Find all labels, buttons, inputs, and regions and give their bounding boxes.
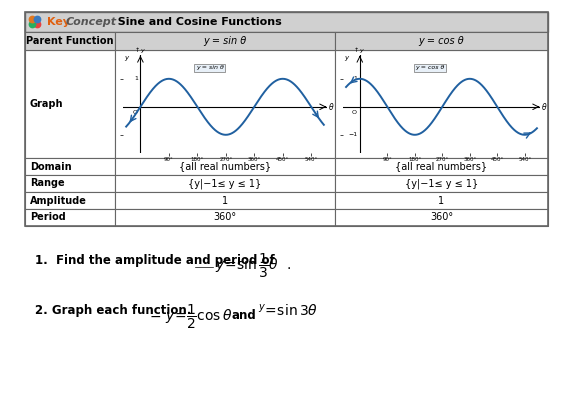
Text: Concept: Concept bbox=[66, 17, 117, 27]
Circle shape bbox=[34, 17, 41, 23]
Text: Range: Range bbox=[30, 179, 64, 189]
Bar bbox=[115, 32, 335, 50]
Text: Period: Period bbox=[30, 212, 66, 222]
Circle shape bbox=[34, 21, 41, 28]
Text: Sine and Cosine Functions: Sine and Cosine Functions bbox=[110, 17, 282, 27]
Text: y = cos θ: y = cos θ bbox=[415, 65, 445, 71]
Text: Parent Function: Parent Function bbox=[26, 36, 114, 46]
Bar bbox=[335, 50, 548, 158]
Bar bbox=[335, 175, 548, 192]
Text: 1: 1 bbox=[354, 76, 357, 81]
Text: y = sin θ: y = sin θ bbox=[196, 65, 224, 71]
Text: O: O bbox=[132, 110, 137, 115]
Text: 360°: 360° bbox=[214, 212, 237, 222]
Text: $\uparrow$y: $\uparrow$y bbox=[352, 45, 366, 55]
Text: {y|−1≤ y ≤ 1}: {y|−1≤ y ≤ 1} bbox=[405, 178, 478, 189]
Bar bbox=[335, 192, 548, 209]
Circle shape bbox=[29, 17, 36, 23]
Text: −1: −1 bbox=[348, 132, 357, 137]
Text: 1: 1 bbox=[222, 195, 228, 206]
Bar bbox=[25, 209, 115, 226]
Text: y: y bbox=[344, 55, 348, 61]
Text: $^y\!=\!\sin 3\theta$: $^y\!=\!\sin 3\theta$ bbox=[258, 303, 318, 319]
Text: y = cos θ: y = cos θ bbox=[419, 36, 464, 46]
Bar bbox=[25, 158, 115, 175]
Text: $\theta$: $\theta$ bbox=[541, 101, 547, 112]
Bar bbox=[115, 50, 335, 158]
Bar bbox=[115, 209, 335, 226]
Text: Key: Key bbox=[47, 17, 70, 27]
Text: Domain: Domain bbox=[30, 162, 72, 172]
Text: y = sin θ: y = sin θ bbox=[203, 36, 247, 46]
Text: 1.  Find the amplitude and period of: 1. Find the amplitude and period of bbox=[35, 254, 275, 267]
Bar bbox=[25, 32, 115, 50]
Bar bbox=[115, 158, 335, 175]
Text: O: O bbox=[352, 110, 357, 115]
Text: $y\!=\!\sin\dfrac{1}{3}\theta$  .: $y\!=\!\sin\dfrac{1}{3}\theta$ . bbox=[215, 252, 291, 280]
Text: 1: 1 bbox=[134, 76, 138, 81]
Circle shape bbox=[29, 21, 36, 28]
Bar bbox=[115, 192, 335, 209]
Text: {y|−1≤ y ≤ 1}: {y|−1≤ y ≤ 1} bbox=[188, 178, 262, 189]
Text: $y\!=\!\dfrac{1}{2}\cos\theta$: $y\!=\!\dfrac{1}{2}\cos\theta$ bbox=[165, 303, 232, 331]
Text: {all real numbers}: {all real numbers} bbox=[179, 162, 271, 172]
Text: 1: 1 bbox=[438, 195, 445, 206]
Bar bbox=[25, 175, 115, 192]
Text: $-$: $-$ bbox=[149, 309, 161, 323]
Text: $\uparrow$y: $\uparrow$y bbox=[133, 45, 146, 55]
Bar bbox=[25, 12, 548, 32]
Text: y: y bbox=[124, 55, 128, 61]
Bar bbox=[25, 50, 115, 158]
Text: 2. Graph each function.: 2. Graph each function. bbox=[35, 304, 199, 317]
Bar bbox=[335, 158, 548, 175]
Bar bbox=[335, 32, 548, 50]
Text: Graph: Graph bbox=[30, 99, 63, 109]
Text: 360°: 360° bbox=[430, 212, 453, 222]
Bar bbox=[115, 175, 335, 192]
Bar bbox=[25, 192, 115, 209]
Bar bbox=[335, 209, 548, 226]
Text: and: and bbox=[232, 309, 257, 322]
Bar bbox=[25, 12, 548, 226]
Text: $\theta$: $\theta$ bbox=[328, 101, 334, 112]
Text: Amplitude: Amplitude bbox=[30, 195, 87, 206]
Text: {all real numbers}: {all real numbers} bbox=[396, 162, 488, 172]
